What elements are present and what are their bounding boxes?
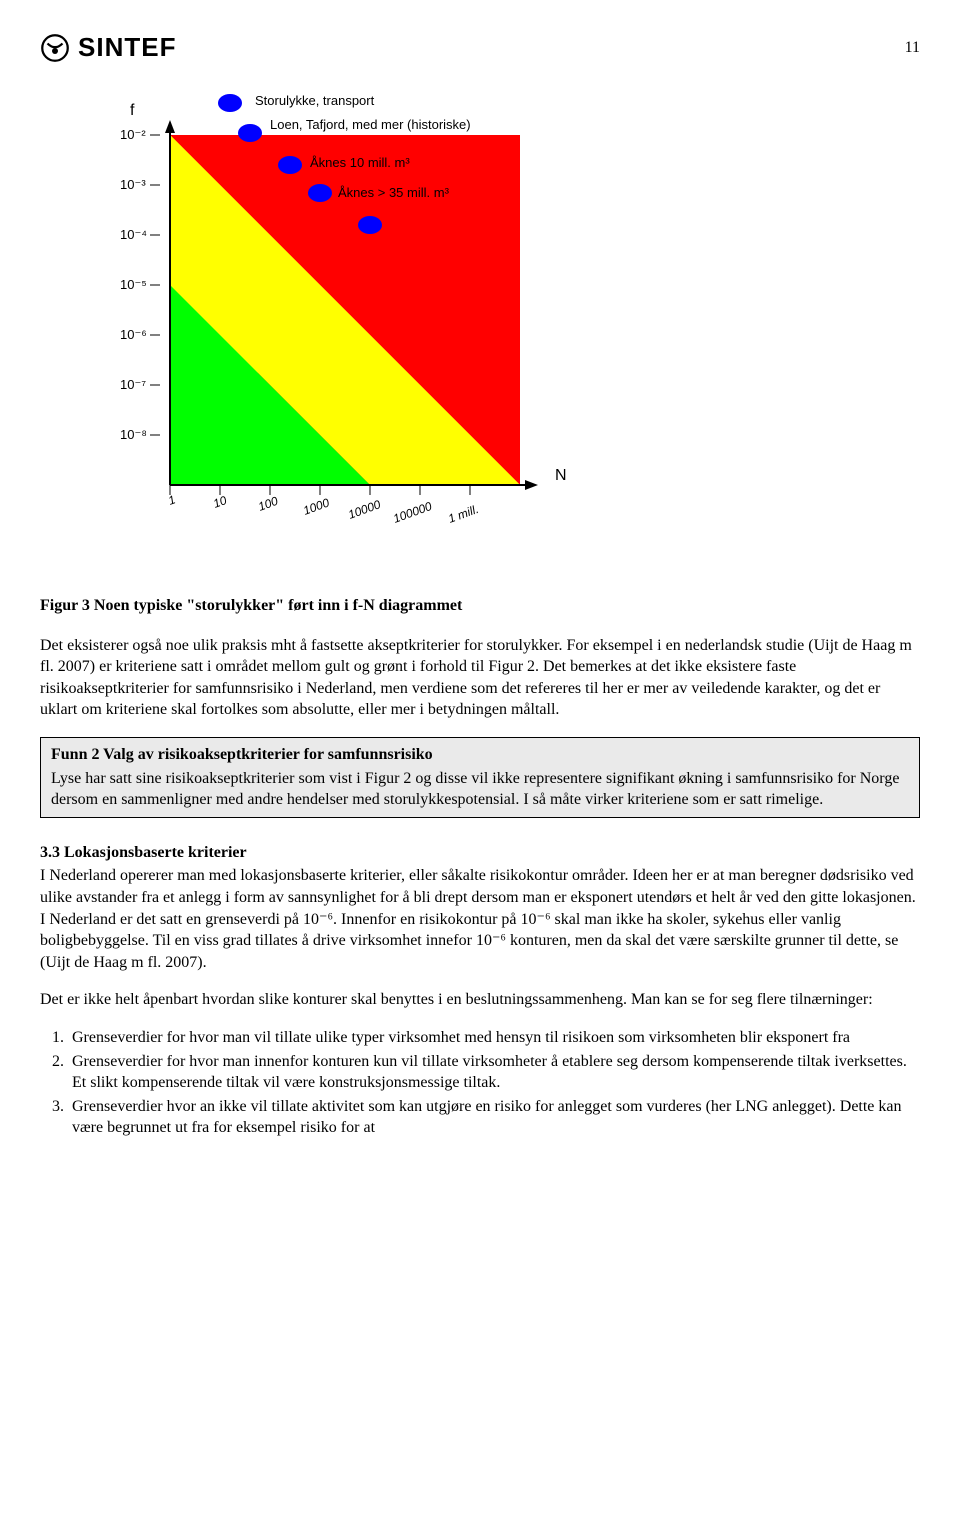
ytick-label: 10⁻²	[120, 127, 146, 142]
ytick-label: 10⁻⁵	[120, 277, 147, 292]
ytick-label: 10⁻⁸	[120, 427, 147, 442]
xtick-label: 1 mill.	[446, 502, 480, 526]
section-heading-3-3: 3.3 Lokasjonsbaserte kriterier	[40, 842, 920, 864]
xtick-label: 1000	[301, 496, 331, 518]
finding-body: Lyse har satt sine risikoakseptkriterier…	[51, 768, 909, 811]
section-3-3-para1: I Nederland opererer man med lokasjonsba…	[40, 865, 920, 973]
section-3-3-list: Grenseverdier for hvor man vil tillate u…	[68, 1027, 920, 1139]
ytick-label: 10⁻⁴	[120, 227, 147, 242]
ytick-label: 10⁻⁷	[120, 377, 146, 392]
sintef-logo-text: SINTEF	[78, 30, 176, 65]
chart-annotation: Loen, Tafjord, med mer (historiske)	[270, 117, 471, 132]
chart-marker	[238, 124, 262, 142]
xtick-label: 100000	[391, 499, 434, 526]
figure-caption: Figur 3 Noen typiske "storulykker" ført …	[40, 595, 920, 617]
xtick-label: 100	[256, 494, 280, 514]
finding-title: Funn 2 Valg av risikoakseptkriterier for…	[51, 744, 909, 766]
xtick-label: 10000	[346, 497, 382, 522]
list-item: Grenseverdier for hvor man innenfor kont…	[68, 1051, 920, 1094]
chart-annotation-storegga1: Storegga	[390, 211, 447, 226]
sintef-logo: SINTEF	[40, 30, 176, 65]
x-axis-label: N	[555, 467, 567, 484]
body-para-1: Det eksisterer også noe ulik praksis mht…	[40, 635, 920, 721]
chart-annotation-storegga2: (Ormen	[390, 226, 436, 241]
list-item: Grenseverdier hvor an ikke vil tillate a…	[68, 1096, 920, 1139]
ytick-label: 10⁻⁶	[120, 327, 147, 342]
finding-box: Funn 2 Valg av risikoakseptkriterier for…	[40, 737, 920, 818]
section-3-3-para2: Det er ikke helt åpenbart hvordan slike …	[40, 989, 920, 1011]
chart-marker	[218, 94, 242, 112]
fn-diagram-chart: 10⁻² 10⁻³ 10⁻⁴ 10⁻⁵ 10⁻⁶ 10⁻⁷ 10⁻⁸ f 1 1…	[100, 85, 620, 585]
chart-annotation: Storulykke, transport	[255, 93, 375, 108]
chart-marker	[358, 216, 382, 234]
page-header: SINTEF 11	[40, 30, 920, 65]
xtick-label: 10	[211, 493, 229, 511]
chart-annotation: Åknes 10 mill. m³	[310, 155, 410, 170]
y-axis-label: f	[130, 102, 135, 119]
list-item: Grenseverdier for hvor man vil tillate u…	[68, 1027, 920, 1049]
chart-marker	[278, 156, 302, 174]
chart-annotation: Åknes > 35 mill. m³	[338, 185, 450, 200]
chart-annotation-storegga3: Lange)	[390, 241, 433, 256]
sintef-globe-icon	[40, 33, 70, 63]
page-number: 11	[905, 37, 920, 59]
ytick-label: 10⁻³	[120, 177, 146, 192]
chart-marker	[308, 184, 332, 202]
xtick-label: 1	[166, 492, 177, 507]
